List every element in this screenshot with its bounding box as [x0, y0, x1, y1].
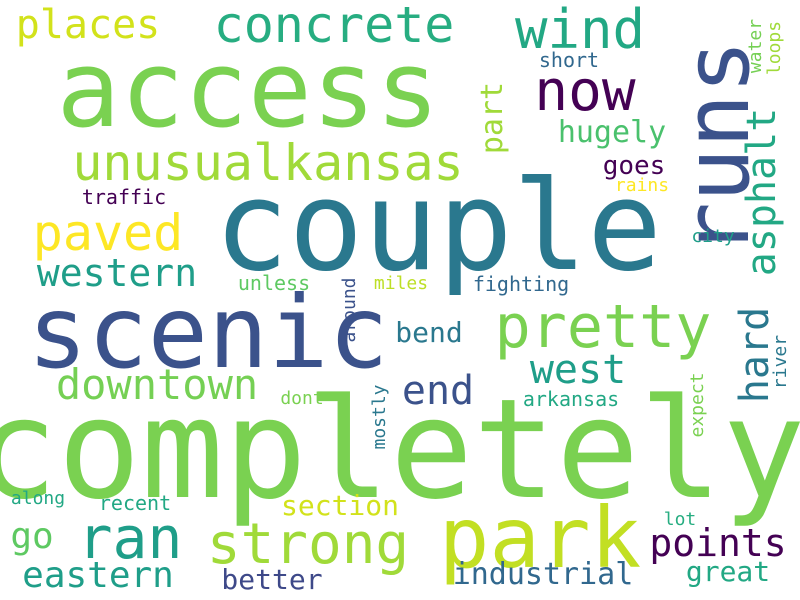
word-lot: lot	[664, 511, 697, 529]
word-eastern: eastern	[22, 558, 174, 594]
word-arkansas: arkansas	[523, 389, 619, 409]
word-unless: unless	[238, 273, 310, 293]
word-river: river	[772, 335, 790, 389]
word-short: short	[539, 50, 599, 70]
word-western: western	[37, 254, 197, 292]
word-better: better	[221, 566, 322, 594]
word-city: city	[691, 228, 734, 246]
word-miles: miles	[374, 275, 428, 293]
word-places: places	[16, 5, 161, 45]
word-industrial: industrial	[453, 560, 634, 590]
word-loops: loops	[766, 21, 784, 75]
word-end: end	[402, 371, 474, 411]
word-downtown: downtown	[56, 364, 258, 406]
word-go: go	[10, 519, 53, 555]
word-now: now	[534, 64, 635, 120]
word-recent: recent	[99, 493, 171, 513]
word-hugely: hugely	[558, 118, 666, 148]
word-mostly: mostly	[371, 384, 389, 449]
word-great: great	[686, 558, 770, 586]
word-hard: hard	[735, 307, 775, 403]
word-rains: rains	[615, 177, 669, 195]
word-along: along	[11, 490, 65, 508]
word-water: water	[747, 19, 765, 73]
word-fighting: fighting	[473, 274, 569, 294]
word-west: west	[530, 350, 626, 390]
word-section: section	[281, 492, 399, 520]
word-dont: dont	[280, 390, 323, 408]
word-part: part	[478, 82, 508, 154]
word-traffic: traffic	[82, 187, 166, 207]
word-around: around	[341, 277, 359, 342]
word-concrete: concrete	[214, 0, 455, 50]
word-unusualkansas: unusualkansas	[72, 138, 463, 188]
word-expect: expect	[689, 372, 707, 437]
word-bend: bend	[395, 319, 462, 347]
word-asphalt: asphalt	[742, 108, 782, 277]
